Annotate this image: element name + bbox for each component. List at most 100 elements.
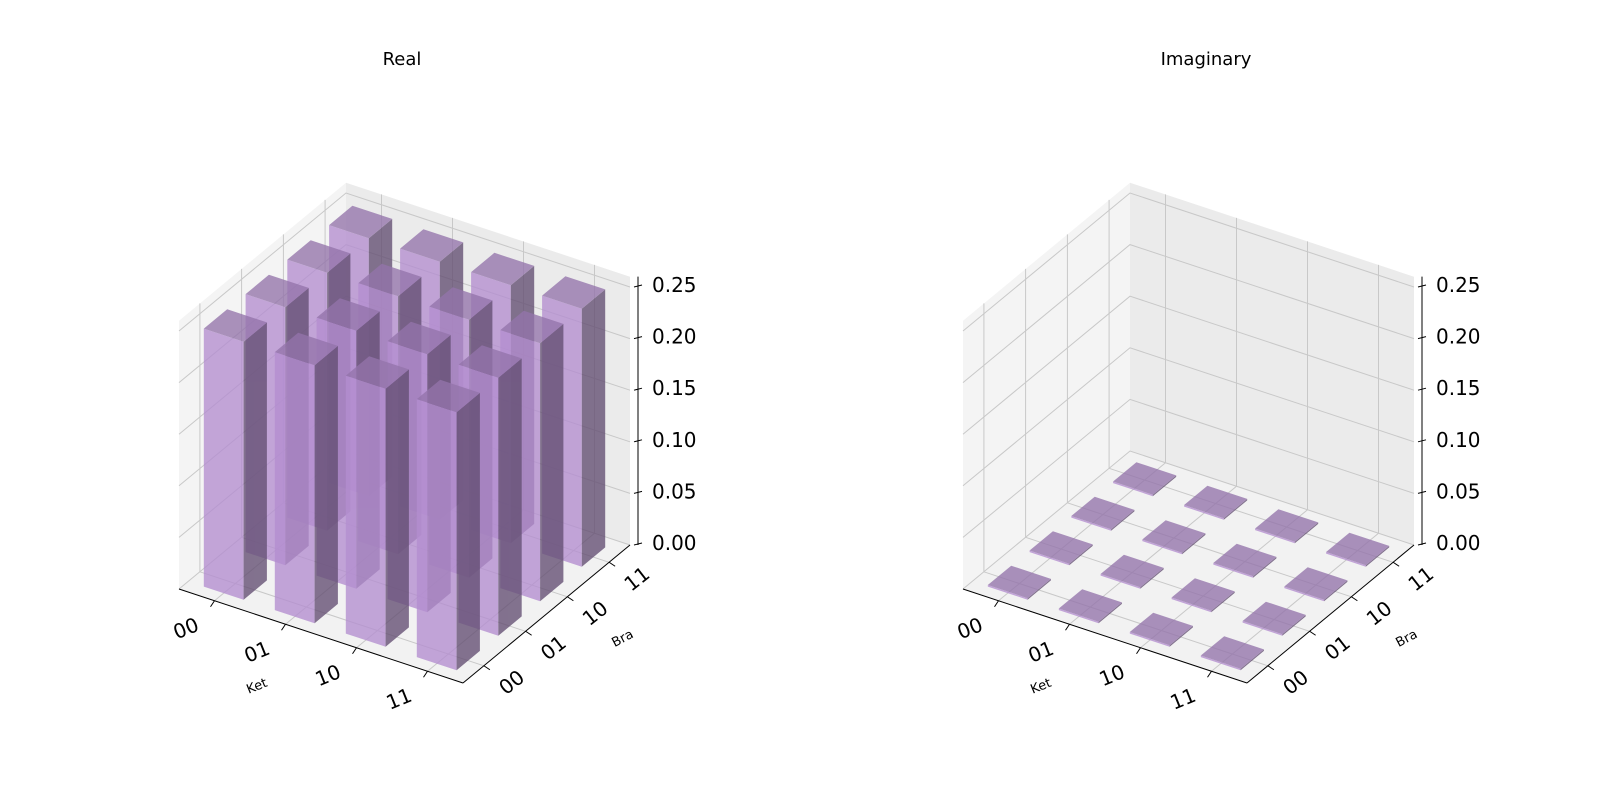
z-tick: [1417, 490, 1427, 494]
bar-top-face: [387, 321, 451, 355]
bar-top-face: [500, 310, 564, 344]
bar-side-face: [1324, 580, 1348, 602]
bar-front-face: [1255, 528, 1295, 544]
ket-tick-label: 11: [383, 683, 416, 715]
z-gridline: [962, 347, 1415, 487]
bar-11-10: [1284, 567, 1348, 602]
bar-front-face: [1058, 608, 1099, 624]
chart-title: Imaginary: [1161, 49, 1252, 70]
bar-front-face: [203, 328, 244, 600]
bar-top-face: [1171, 578, 1235, 611]
ket-tick-label: 00: [954, 612, 987, 644]
z-tick-label: 0.25: [652, 273, 697, 297]
bar-side-face: [314, 345, 338, 624]
bar-10-11: [1255, 509, 1319, 544]
z-tick-label: 0.15: [1436, 376, 1481, 400]
ket-tick: [1065, 623, 1070, 631]
bar-top-face: [458, 345, 522, 378]
bar-10-00: [1129, 612, 1193, 647]
bar-top-face: [400, 229, 464, 262]
z-gridline: [962, 192, 1415, 332]
bar-top-face: [245, 274, 309, 308]
bar-11-00: [1200, 636, 1264, 671]
bar-top-face: [1200, 636, 1264, 669]
bar-top-face: [987, 565, 1051, 599]
bar-side-face: [1152, 475, 1177, 497]
ket-axis-label: Ket: [245, 676, 270, 698]
bra-tick: [1267, 665, 1275, 671]
bar-top-face: [345, 356, 409, 389]
bra-tick: [483, 665, 491, 671]
z-tick-label: 0.20: [652, 325, 697, 349]
z-tick: [1417, 542, 1427, 546]
bar-side-face: [1282, 614, 1306, 636]
z-gridline: [962, 450, 1415, 590]
bar-front-face: [1071, 516, 1112, 531]
bar-front-face: [1100, 574, 1141, 589]
bra-axis-label: Bra: [610, 627, 637, 651]
bar-11-11: [1326, 532, 1390, 567]
bra-axis-label: Bra: [1394, 627, 1421, 651]
ket-tick: [210, 600, 215, 608]
bra-tick: [525, 630, 532, 636]
bar-side-face: [1027, 578, 1051, 600]
bra-tick: [1392, 561, 1400, 567]
bar-10-01: [1171, 578, 1235, 613]
bar-00-00: [203, 309, 267, 600]
bar-side-face: [385, 369, 409, 647]
bar-front-face: [1184, 505, 1224, 520]
bar-side-face: [540, 323, 564, 602]
bar-top-face: [329, 205, 393, 239]
bar-top-face: [274, 332, 338, 366]
z-tick: [1417, 336, 1427, 340]
bra-axis-line: [462, 544, 631, 684]
bar-front-face: [1200, 655, 1241, 671]
z-tick-label: 0.25: [1436, 273, 1481, 297]
bar-00-00: [987, 565, 1051, 600]
bar-front-face: [1171, 597, 1212, 613]
bar-side-face: [243, 322, 267, 600]
bar-10-10: [1213, 543, 1277, 578]
bar-top-face: [287, 240, 351, 273]
bar-top-face: [358, 263, 422, 297]
bar-side-face: [1140, 567, 1164, 589]
bar-top-face: [1184, 485, 1248, 519]
bar-top-face: [1213, 543, 1277, 577]
bar-01-00: [1058, 589, 1122, 624]
z-gridline: [178, 192, 631, 332]
ket-tick-label: 00: [170, 612, 203, 644]
ket-tick: [1207, 670, 1212, 678]
left-wall-pane: [963, 182, 1130, 589]
bra-tick-label: 01: [536, 630, 571, 665]
bar-top-face: [1326, 532, 1390, 566]
bra-tick: [608, 561, 616, 567]
bra-tick: [567, 596, 574, 602]
ket-tick-label: 10: [312, 659, 345, 691]
bar-front-face: [345, 375, 386, 647]
z-tick-label: 0.05: [1436, 479, 1481, 503]
bar-top-face: [1100, 554, 1164, 588]
bra-tick: [1309, 630, 1316, 636]
bar-side-face: [1169, 625, 1193, 647]
bar-top-face: [1284, 567, 1348, 600]
bra-tick-label: 00: [494, 665, 529, 700]
ket-tick-label: 11: [1167, 683, 1200, 715]
ket-tick: [423, 670, 428, 678]
bar-top-face: [1058, 589, 1122, 622]
bar-front-face: [1326, 552, 1366, 567]
z-tick-label: 0.05: [652, 479, 697, 503]
bar-10-00: [345, 356, 409, 647]
z-tick: [633, 336, 643, 340]
z-tick-label: 0.10: [652, 428, 697, 452]
bra-tick-label: 11: [619, 561, 654, 596]
bar-side-face: [1098, 602, 1122, 624]
bar-side-face: [1240, 649, 1264, 671]
bar-side-face: [1223, 498, 1248, 520]
bar-front-face: [1142, 539, 1183, 555]
z-tick: [633, 490, 643, 494]
bar-front-face: [1284, 586, 1325, 602]
bar-front-face: [987, 585, 1028, 600]
bar-side-face: [1211, 591, 1235, 613]
